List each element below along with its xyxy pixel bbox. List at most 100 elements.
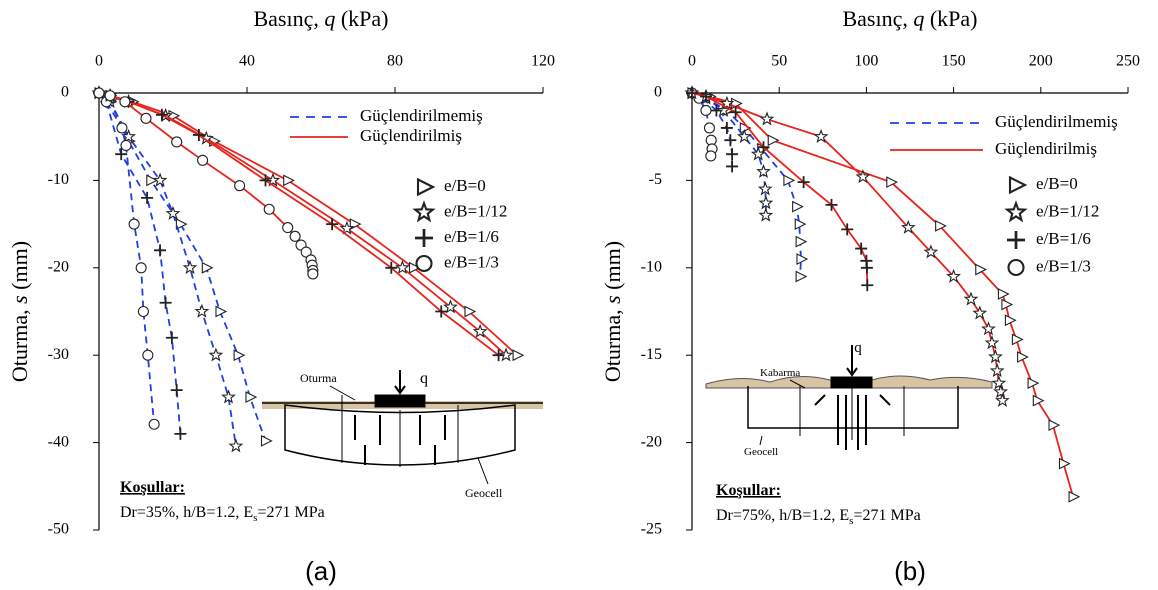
series-line	[691, 92, 1004, 401]
marker-triangle	[795, 270, 808, 283]
series-line	[98, 92, 314, 274]
marker-plus	[159, 296, 172, 309]
marker-star	[993, 384, 1009, 399]
settlement-arrows	[354, 415, 446, 465]
marker-star	[339, 220, 355, 235]
marker-plus	[165, 331, 178, 344]
marker-triangle	[215, 305, 228, 318]
marker-star	[963, 291, 979, 306]
conditions-text: Dr=35%, h/B=1.2, Es=271 MPa	[120, 504, 325, 524]
y-axis-title-part: (mm)	[7, 241, 32, 295]
y-tick-label: -40	[48, 433, 69, 450]
marker-circle	[142, 349, 154, 361]
x-axis-title-part: (kPa)	[924, 6, 977, 31]
marker-plus	[797, 176, 810, 189]
marker-star	[981, 321, 996, 336]
legend-label: e/B=1/12	[1036, 201, 1099, 220]
legend-label: e/B=1/3	[1036, 256, 1091, 275]
panel-label: (a)	[305, 556, 337, 586]
x-tick-label: 80	[387, 52, 403, 69]
marker-star	[194, 303, 210, 318]
y-tick-label: -30	[48, 346, 69, 363]
marker-star	[719, 95, 735, 110]
geocell	[747, 386, 959, 429]
marker-triangle	[1058, 457, 1071, 470]
marker-circle	[119, 96, 131, 108]
marker-star	[1004, 200, 1028, 223]
y-axis-title-part: (mm)	[600, 241, 625, 295]
marker-triangle	[783, 174, 796, 187]
conditions-title: Koşullar:	[120, 479, 185, 496]
marker-star	[756, 163, 771, 178]
y-tick-label: -20	[641, 433, 662, 450]
x-tick-label: 150	[942, 52, 966, 69]
annotation: q	[420, 370, 428, 387]
y-tick-label: -25	[641, 521, 662, 538]
marker-triangle	[283, 174, 295, 187]
marker-triangle	[146, 174, 159, 187]
marker-plus	[115, 148, 128, 161]
legend-label: e/B=1/12	[444, 201, 507, 220]
marker-star	[443, 299, 458, 314]
marker-plus	[724, 134, 737, 147]
x-tick-label: 100	[854, 52, 878, 69]
y-axis-title-part: Oturma,	[7, 304, 32, 382]
x-tick-label: 40	[239, 52, 255, 69]
marker-circle	[700, 104, 712, 117]
marker-triangle	[1032, 394, 1045, 407]
marker-triangle	[767, 134, 780, 147]
marker-circle	[307, 268, 319, 280]
marker-circle	[1007, 258, 1025, 277]
marker-circle	[289, 230, 301, 242]
marker-triangle	[1004, 314, 1017, 327]
x-axis-title-part: Basınç,	[842, 6, 913, 31]
marker-plus	[860, 261, 873, 274]
marker-circle	[93, 87, 105, 99]
marker-circle	[703, 122, 715, 134]
series-line	[98, 92, 237, 447]
marker-triangle	[408, 261, 421, 274]
marker-plus	[729, 106, 742, 119]
marker-star	[984, 335, 1000, 350]
annotation: Geocell	[465, 486, 503, 500]
marker-star	[758, 195, 774, 210]
x-tick-label: 0	[95, 52, 103, 69]
marker-plus	[259, 174, 272, 187]
marker-circle	[104, 90, 116, 102]
marker-star	[923, 244, 939, 259]
marker-triangle	[201, 261, 214, 274]
annotation: Geocell	[744, 446, 778, 458]
y-tick-label: 0	[654, 84, 662, 101]
marker-star	[900, 219, 916, 234]
marker-star	[989, 363, 1005, 378]
load-arrow	[846, 345, 858, 377]
y-axis-title-part: s	[7, 295, 32, 304]
footing	[374, 394, 426, 408]
marker-star	[988, 349, 1003, 364]
marker-triangle	[1011, 333, 1024, 346]
legend-label: e/B=0	[1036, 174, 1078, 193]
marker-plus	[415, 229, 433, 247]
marker-triangle	[416, 177, 436, 197]
marker-triangle	[1068, 490, 1081, 503]
annotation-arrow	[789, 379, 806, 389]
annotation: q	[854, 340, 862, 356]
panel-label: (b)	[894, 556, 926, 586]
x-axis-title-part: q	[913, 6, 924, 31]
marker-plus	[170, 384, 183, 397]
marker-plus	[699, 90, 712, 103]
inset-diagram-b	[705, 345, 993, 450]
y-tick-label: -10	[641, 258, 662, 275]
marker-triangle	[1048, 419, 1061, 432]
y-axis-title: Oturma, s (mm)	[600, 241, 625, 382]
marker-circle	[135, 262, 147, 274]
marker-triangle	[792, 200, 804, 213]
marker-plus	[710, 104, 723, 117]
marker-circle	[705, 150, 717, 162]
geocell	[284, 404, 516, 466]
marker-star	[221, 389, 236, 404]
conditions-text-part: Dr=75%, h/B=1.2, E	[716, 507, 849, 524]
conditions-text: Dr=75%, h/B=1.2, Es=271 MPa	[716, 507, 921, 527]
inset-diagram-a	[262, 370, 543, 485]
